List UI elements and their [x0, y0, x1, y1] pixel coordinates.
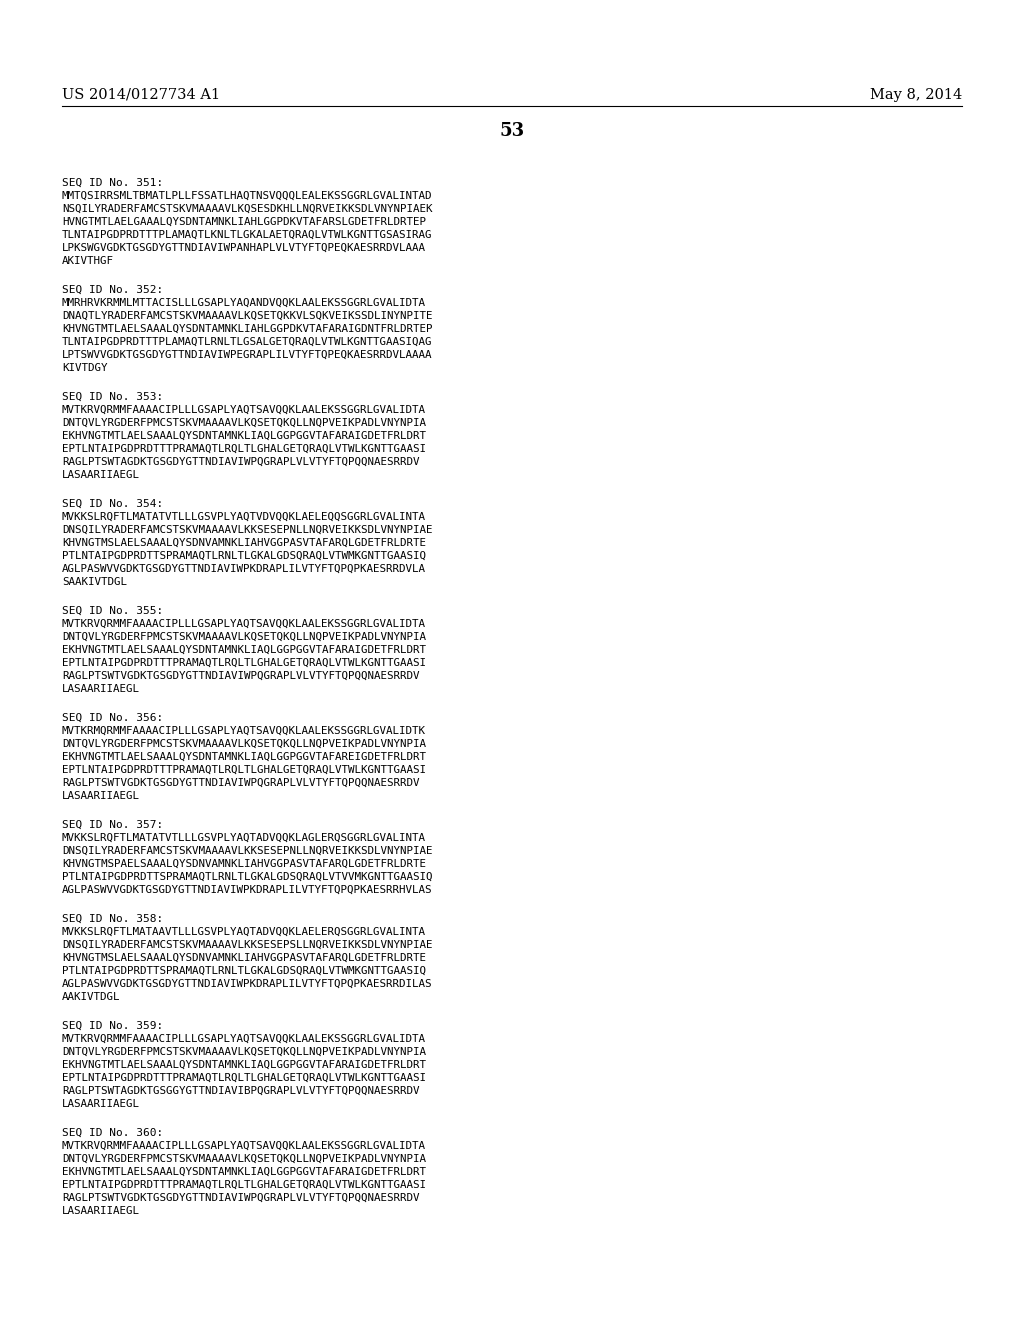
Text: DNAQTLYRADERFAMCSTSKVMAAAAVLKQSETQKKVLSQKVEIKSSDLINYNPITE: DNAQTLYRADERFAMCSTSKVMAAAAVLKQSETQKKVLSQ…: [62, 312, 432, 321]
Text: AKIVTHGF: AKIVTHGF: [62, 256, 114, 267]
Text: SEQ ID No. 357:: SEQ ID No. 357:: [62, 820, 163, 830]
Text: RAGLPTSWTAGDKTGSGGYGTTNDIAVIВPQGRAPLVLVTYFTQPQQNAESRRDV: RAGLPTSWTAGDKTGSGGYGTTNDIAVIВPQGRAPLVLVT…: [62, 1086, 420, 1096]
Text: EPTLNTAIPGDPRDTTTPRAMAQTLRQLTLGHALGETQRAQLVTWLKGNTTGAASI: EPTLNTAIPGDPRDTTTPRAMAQTLRQLTLGHALGETQRA…: [62, 1073, 426, 1082]
Text: US 2014/0127734 A1: US 2014/0127734 A1: [62, 88, 220, 102]
Text: MVTKRVQRMMFAAAACIPLLLGSAPLYAQTSAVQQKLAALEKSSGGRLGVALIDTA: MVTKRVQRMMFAAAACIPLLLGSAPLYAQTSAVQQKLAAL…: [62, 405, 426, 414]
Text: AGLPASWVVGDKTGSGDYGTTNDIAVIWPKDRAPLILVTYFTQPQPKAESRRHVLAS: AGLPASWVVGDKTGSGDYGTTNDIAVIWPKDRAPLILVTY…: [62, 884, 432, 895]
Text: MMTQSIRRSMLTВMATLPLLFSSATLHAQTNSVQQQLEALEKSSGGRLGVALINTAD: MMTQSIRRSMLTВMATLPLLFSSATLHAQTNSVQQQLEAL…: [62, 191, 432, 201]
Text: RAGLPTSWTVGDKTGSGDYGTTNDIAVIWPQGRAPLVLVTYFTQPQQNAESRRDV: RAGLPTSWTVGDKTGSGDYGTTNDIAVIWPQGRAPLVLVT…: [62, 777, 420, 788]
Text: SEQ ID No. 354:: SEQ ID No. 354:: [62, 499, 163, 510]
Text: LASAARIІAEGL: LASAARIІAEGL: [62, 1206, 140, 1216]
Text: NSQILYRADERFAMCSTSKVMAAAAVLKQSESDKHLLNQRVEIKKSDLVNYNPIAEK: NSQILYRADERFAMCSTSKVMAAAAVLKQSESDKHLLNQR…: [62, 205, 432, 214]
Text: PTLNTAIPGDPRDTTSPRAMAQTLRNLTLGKALGDSQRAQLVTWMKGNTTGAASIQ: PTLNTAIPGDPRDTTSPRAMAQTLRNLTLGKALGDSQRAQ…: [62, 966, 426, 975]
Text: SAAKIVTDGL: SAAKIVTDGL: [62, 577, 127, 587]
Text: PTLNTAIPGDPRDTTSPRAMAQTLRNLTLGKALGDSQRAQLVTWMKGNTTGAASIQ: PTLNTAIPGDPRDTTSPRAMAQTLRNLTLGKALGDSQRAQ…: [62, 550, 426, 561]
Text: EPTLNTAIPGDPRDTTTPRAMAQTLRQLTLGHALGETQRAQLVTWLKGNTTGAASI: EPTLNTAIPGDPRDTTTPRAMAQTLRQLTLGHALGETQRA…: [62, 1180, 426, 1191]
Text: RAGLPTSWTAGDKTGSGDYGTTNDIAVIWPQGRAPLVLVTYFTQPQQNAESRRDV: RAGLPTSWTAGDKTGSGDYGTTNDIAVIWPQGRAPLVLVT…: [62, 457, 420, 467]
Text: MVTKRVQRMMFAAAACIPLLLGSAPLYAQTSAVQQKLAALEKSSGGRLGVALIDTA: MVTKRVQRMMFAAAACIPLLLGSAPLYAQTSAVQQKLAAL…: [62, 1034, 426, 1044]
Text: SEQ ID No. 355:: SEQ ID No. 355:: [62, 606, 163, 616]
Text: HVNGTMTLAELGAAALQYSDNTAMNKLIAHLGGPDKVTAFARSLGDETFRLDRTEP: HVNGTMTLAELGAAALQYSDNTAMNKLIAHLGGPDKVTAF…: [62, 216, 426, 227]
Text: LPTSWVVGDKTGSGDYGTTNDIAVIWPEGRAPLILVTYFTQPEQKAESRRDVLAAAA: LPTSWVVGDKTGSGDYGTTNDIAVIWPEGRAPLILVTYFT…: [62, 350, 432, 360]
Text: EKHVNGTMTLAELSAAALQYSDNTAMNKLIAQLGGPGGVTAFAREIGDETFRLDRT: EKHVNGTMTLAELSAAALQYSDNTAMNKLIAQLGGPGGVT…: [62, 752, 426, 762]
Text: EKHVNGTMTLAELSAAALQYSDNTAMNKLIAQLGGPGGVTAFARAIGDETFRLDRT: EKHVNGTMTLAELSAAALQYSDNTAMNKLIAQLGGPGGVT…: [62, 1060, 426, 1071]
Text: LPKSWGVGDKTGSGDYGTTNDIAVIWPANHAPLVLVTYFTQPEQKAESRRDVLAAA: LPKSWGVGDKTGSGDYGTTNDIAVIWPANHAPLVLVTYFT…: [62, 243, 426, 253]
Text: TLNTAIPGDPRDTTTPLAMAQTLRNLTLGSALGETQRAQLVTWLKGNTTGAASIQAG: TLNTAIPGDPRDTTTPLAMAQTLRNLTLGSALGETQRAQL…: [62, 337, 432, 347]
Text: SEQ ID No. 358:: SEQ ID No. 358:: [62, 913, 163, 924]
Text: 53: 53: [500, 121, 524, 140]
Text: KHVNGTMSPAELSAAALQYSDNVAMNKLIAHVGGPASVTAFARQLGDETFRLDRTE: KHVNGTMSPAELSAAALQYSDNVAMNKLIAHVGGPASVTA…: [62, 859, 426, 869]
Text: DNTQVLYRGDERFPMCSTSKVMAAAAVLKQSETQKQLLNQPVEIKPADLVNYNPIA: DNTQVLYRGDERFPMCSTSKVMAAAAVLKQSETQKQLLNQ…: [62, 632, 426, 642]
Text: KHVNGTMTLAELSAAALQYSDNTAMNKLIAHLGGPDKVTAFARAIGDNTFRLDRTEP: KHVNGTMTLAELSAAALQYSDNTAMNKLIAHLGGPDKVTA…: [62, 323, 432, 334]
Text: SEQ ID No. 360:: SEQ ID No. 360:: [62, 1129, 163, 1138]
Text: LASAARIІAEGL: LASAARIІAEGL: [62, 684, 140, 694]
Text: DNTQVLYRGDERFPMCSTSKVMAAAAVLKQSETQKQLLNQPVEIKPADLVNYNPIA: DNTQVLYRGDERFPMCSTSKVMAAAAVLKQSETQKQLLNQ…: [62, 418, 426, 428]
Text: AGLPASWVVGDKTGSGDYGTTNDIAVIWPKDRAPLILVTYFTQPQPKAESRRDILAS: AGLPASWVVGDKTGSGDYGTTNDIAVIWPKDRAPLILVTY…: [62, 979, 432, 989]
Text: TLNTAIPGDPRDTTTPLAMAQTLKNLTLGKALAETQRAQLVTWLKGNTTGSASIRAG: TLNTAIPGDPRDTTTPLAMAQTLKNLTLGKALAETQRAQL…: [62, 230, 432, 240]
Text: MVTKRVQRMMFAAAACIPLLLGSAPLYAQTSAVQQKLAALEKSSGGRLGVALIDTA: MVTKRVQRMMFAAAACIPLLLGSAPLYAQTSAVQQKLAAL…: [62, 619, 426, 630]
Text: KIVTDGY: KIVTDGY: [62, 363, 108, 374]
Text: MVTKRMQRMMFAAAACIPLLLGSAPLYAQTSAVQQKLAALEKSSGGRLGVALIDTK: MVTKRMQRMMFAAAACIPLLLGSAPLYAQTSAVQQKLAAL…: [62, 726, 426, 737]
Text: MVKKSLRQFTLMATATVTLLLGSVPLYAQTVDVQQKLAELEQQSGGRLGVALINTA: MVKKSLRQFTLMATATVTLLLGSVPLYAQTVDVQQKLAEL…: [62, 512, 426, 521]
Text: May 8, 2014: May 8, 2014: [869, 88, 962, 102]
Text: AGLPASWVVGDKTGSGDYGTTNDIAVIWPKDRAPLILVTYFTQPQPKAESRRDVLA: AGLPASWVVGDKTGSGDYGTTNDIAVIWPKDRAPLILVTY…: [62, 564, 426, 574]
Text: RAGLPTSWTVGDKTGSGDYGTTNDIAVIWPQGRAPLVLVTYFTQPQQNAESRRDV: RAGLPTSWTVGDKTGSGDYGTTNDIAVIWPQGRAPLVLVT…: [62, 1193, 420, 1203]
Text: EKHVNGTMTLAELSAAALQYSDNTAMNKLIAQLGGPGGVTAFARAIGDETFRLDRT: EKHVNGTMTLAELSAAALQYSDNTAMNKLIAQLGGPGGVT…: [62, 1167, 426, 1177]
Text: DNTQVLYRGDERFPMCSTSKVMAAAAVLKQSETQKQLLNQPVEIKPADLVNYNPIA: DNTQVLYRGDERFPMCSTSKVMAAAAVLKQSETQKQLLNQ…: [62, 1154, 426, 1164]
Text: LASAARIІAEGL: LASAARIІAEGL: [62, 470, 140, 480]
Text: MVTKRVQRMMFAAAACIPLLLGSAPLYAQTSAVQQKLAALEKSSGGRLGVALIDTA: MVTKRVQRMMFAAAACIPLLLGSAPLYAQTSAVQQKLAAL…: [62, 1140, 426, 1151]
Text: EPTLNTAIPGDPRDTTTPRAMAQTLRQLTLGHALGETQRAQLVTWLKGNTTGAASI: EPTLNTAIPGDPRDTTTPRAMAQTLRQLTLGHALGETQRA…: [62, 444, 426, 454]
Text: SEQ ID No. 353:: SEQ ID No. 353:: [62, 392, 163, 403]
Text: SEQ ID No. 359:: SEQ ID No. 359:: [62, 1020, 163, 1031]
Text: DNTQVLYRGDERFPMCSTSKVMAAAAVLKQSETQKQLLNQPVEIKPADLVNYNPIA: DNTQVLYRGDERFPMCSTSKVMAAAAVLKQSETQKQLLNQ…: [62, 739, 426, 748]
Text: RAGLPTSWTVGDKTGSGDYGTTNDIAVIWPQGRAPLVLVTYFTQPQQNAESRRDV: RAGLPTSWTVGDKTGSGDYGTTNDIAVIWPQGRAPLVLVT…: [62, 671, 420, 681]
Text: PTLNTAIPGDPRDTTSPRAMAQTLRNLTLGKALGDSQRAQLVTVVMKGNTTGAASIQ: PTLNTAIPGDPRDTTSPRAMAQTLRNLTLGKALGDSQRAQ…: [62, 873, 432, 882]
Text: MVKKSLRQFTLMATATVTLLLGSVPLYAQTADVQQKLAGLERQSGGRLGVALINTA: MVKKSLRQFTLMATATVTLLLGSVPLYAQTADVQQKLAGL…: [62, 833, 426, 843]
Text: EPTLNTAIPGDPRDTTTPRAMAQTLRQLTLGHALGETQRAQLVTWLKGNTTGAASI: EPTLNTAIPGDPRDTTTPRAMAQTLRQLTLGHALGETQRA…: [62, 766, 426, 775]
Text: DNSQILYRADERFAMCSTSKVMAAAAVLKKSESEPNLLNQRVEIKKSDLVNYNPIAE: DNSQILYRADERFAMCSTSKVMAAAAVLKKSESEPNLLNQ…: [62, 525, 432, 535]
Text: EKHVNGTMTLAELSAAALQYSDNTAMNKLIAQLGGPGGVTAFARAIGDETFRLDRT: EKHVNGTMTLAELSAAALQYSDNTAMNKLIAQLGGPGGVT…: [62, 432, 426, 441]
Text: SEQ ID No. 356:: SEQ ID No. 356:: [62, 713, 163, 723]
Text: KHVNGTMSLAELSAAALQYSDNVAMNKLIAHVGGPASVTAFARQLGDETFRLDRTE: KHVNGTMSLAELSAAALQYSDNVAMNKLIAHVGGPASVTA…: [62, 539, 426, 548]
Text: AAKIVTDGL: AAKIVTDGL: [62, 993, 121, 1002]
Text: LASAARIІAEGL: LASAARIІAEGL: [62, 1100, 140, 1109]
Text: EKHVNGTMTLAELSAAALQYSDNTAMNKLIAQLGGPGGVTAFARAIGDETFRLDRT: EKHVNGTMTLAELSAAALQYSDNTAMNKLIAQLGGPGGVT…: [62, 645, 426, 655]
Text: MMRHRVKRMMLMTTACISLLLGSAPLYAQANDVQQKLAALEKSSGGRLGVALIDTA: MMRHRVKRMMLMTTACISLLLGSAPLYAQANDVQQKLAAL…: [62, 298, 426, 308]
Text: SEQ ID No. 352:: SEQ ID No. 352:: [62, 285, 163, 294]
Text: SEQ ID No. 351:: SEQ ID No. 351:: [62, 178, 163, 187]
Text: MVKKSLRQFTLMATAAVTLLLGSVPLYAQTADVQQKLAELERQSGGRLGVALINTA: MVKKSLRQFTLMATAAVTLLLGSVPLYAQTADVQQKLAEL…: [62, 927, 426, 937]
Text: DNTQVLYRGDERFPMCSTSKVMAAAAVLKQSETQKQLLNQPVEIKPADLVNYNPIA: DNTQVLYRGDERFPMCSTSKVMAAAAVLKQSETQKQLLNQ…: [62, 1047, 426, 1057]
Text: KHVNGTMSLAELSAAALQYSDNVAMNKLIAHVGGPASVTAFARQLGDETFRLDRTE: KHVNGTMSLAELSAAALQYSDNVAMNKLIAHVGGPASVTA…: [62, 953, 426, 964]
Text: DNSQILYRADERFAMCSTSKVMAAAAVLKKSESEPNLLNQRVEIKKSDLVNYNPIAE: DNSQILYRADERFAMCSTSKVMAAAAVLKKSESEPNLLNQ…: [62, 846, 432, 855]
Text: DNSQILYRADERFAMCSTSKVMAAAAVLKKSESEPSLLNQRVEIKKSDLVNYNPIAE: DNSQILYRADERFAMCSTSKVMAAAAVLKKSESEPSLLNQ…: [62, 940, 432, 950]
Text: LASAARIІAEGL: LASAARIІAEGL: [62, 791, 140, 801]
Text: EPTLNTAIPGDPRDTTTPRAMAQTLRQLTLGHALGETQRAQLVTWLKGNTTGAASI: EPTLNTAIPGDPRDTTTPRAMAQTLRQLTLGHALGETQRA…: [62, 657, 426, 668]
